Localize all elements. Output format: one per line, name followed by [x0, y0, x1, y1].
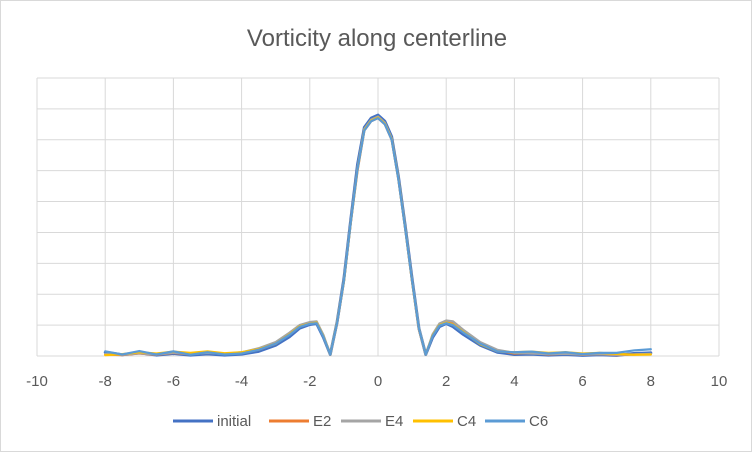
- x-tick-label: 6: [578, 373, 586, 390]
- legend-label: C6: [529, 413, 548, 430]
- x-tick-label: 0: [374, 373, 382, 390]
- x-tick-label: 8: [647, 373, 655, 390]
- x-tick-label: 4: [510, 373, 518, 390]
- grid: [36, 77, 720, 356]
- x-tick-label: -10: [26, 373, 48, 390]
- x-tick-label: 10: [711, 373, 728, 390]
- series-group: [103, 113, 653, 357]
- legend-item-c6: C6: [485, 413, 548, 430]
- legend: initial E2 E4 C4 C6: [173, 413, 548, 430]
- series-line-c6: [104, 117, 652, 356]
- legend-item-c4: C4: [413, 413, 476, 430]
- legend-label: initial: [217, 413, 251, 430]
- x-tick-label: 2: [442, 373, 450, 390]
- legend-item-e2: E2: [269, 413, 331, 430]
- x-tick-label: -8: [99, 373, 112, 390]
- legend-label: E2: [313, 413, 331, 430]
- x-tick-label: -4: [235, 373, 248, 390]
- legend-item-e4: E4: [341, 413, 403, 430]
- legend-item-initial: initial: [173, 413, 251, 430]
- x-tick-label: -6: [167, 373, 180, 390]
- legend-label: C4: [457, 413, 476, 430]
- x-axis: -10 -8 -6 -4 -2 0 2 4 6 8 10: [26, 355, 728, 390]
- legend-label: E4: [385, 413, 403, 430]
- chart-title: Vorticity along centerline: [247, 25, 507, 52]
- x-tick-label: -2: [303, 373, 316, 390]
